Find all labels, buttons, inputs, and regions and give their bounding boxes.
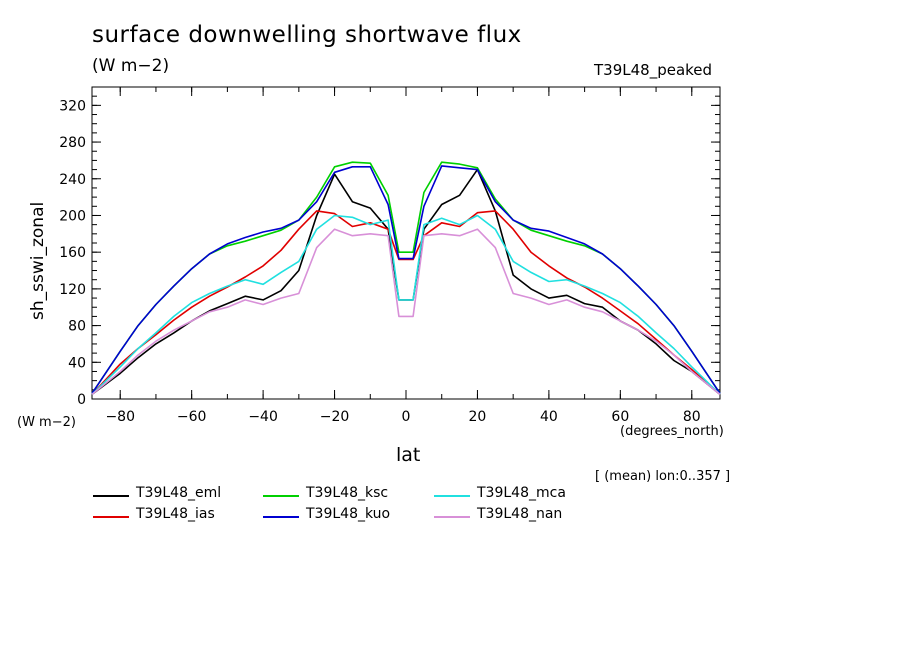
x-axis-label: lat [396,444,421,466]
run-tag: T39L48_peaked [594,61,713,79]
x-tick-label: 60 [611,409,629,425]
chart-title: surface downwelling shortwave flux [92,22,522,48]
y-tick-label: 200 [59,208,86,224]
plot-frame [91,86,721,400]
y-axis-units: (W m−2) [17,415,76,430]
legend-label-T39L48_ias: T39L48_ias [136,506,215,522]
legend-label-T39L48_kuo: T39L48_kuo [306,506,391,522]
x-tick-label: 0 [402,409,411,425]
legend-swatch-T39L48_eml [93,495,129,497]
series-line-T39L48_kuo [91,165,721,394]
series-line-T39L48_mca [91,214,721,395]
x-tick-label: −20 [320,409,350,425]
x-tick-label: 20 [469,409,487,425]
series-line-T39L48_ksc [91,161,721,394]
series-line-T39L48_nan [91,228,721,396]
legend-swatch-T39L48_nan [434,516,470,518]
series-line-T39L48_eml [91,168,721,396]
legend-swatch-T39L48_ias [93,516,129,518]
legend-swatch-T39L48_kuo [263,516,299,518]
y-tick-label: 0 [77,392,86,408]
x-tick-label: −80 [105,409,135,425]
x-tick-label: −60 [177,409,207,425]
legend-label-T39L48_nan: T39L48_nan [477,506,563,522]
y-tick-label: 320 [59,98,86,114]
legend-label-T39L48_eml: T39L48_eml [136,485,222,501]
y-tick-label: 120 [59,282,86,298]
y-tick-label: 40 [68,355,86,371]
y-tick-label: 240 [59,172,86,188]
legend-swatch-T39L48_mca [434,495,470,497]
x-tick-label: 80 [683,409,701,425]
chart-units: (W m−2) [92,56,170,76]
y-tick-label: 80 [68,319,86,335]
y-tick-label: 280 [59,135,86,151]
y-tick-label: 160 [59,245,86,261]
legend-swatch-T39L48_ksc [263,495,299,497]
x-axis-units: (degrees_north) [620,424,724,439]
averaging-note: [ (mean) lon:0..357 ] [595,469,731,484]
series-line-T39L48_ias [91,210,721,396]
legend-label-T39L48_mca: T39L48_mca [477,485,566,501]
x-tick-label: 40 [540,409,558,425]
legend-label-T39L48_ksc: T39L48_ksc [306,485,389,501]
x-tick-label: −40 [248,409,278,425]
